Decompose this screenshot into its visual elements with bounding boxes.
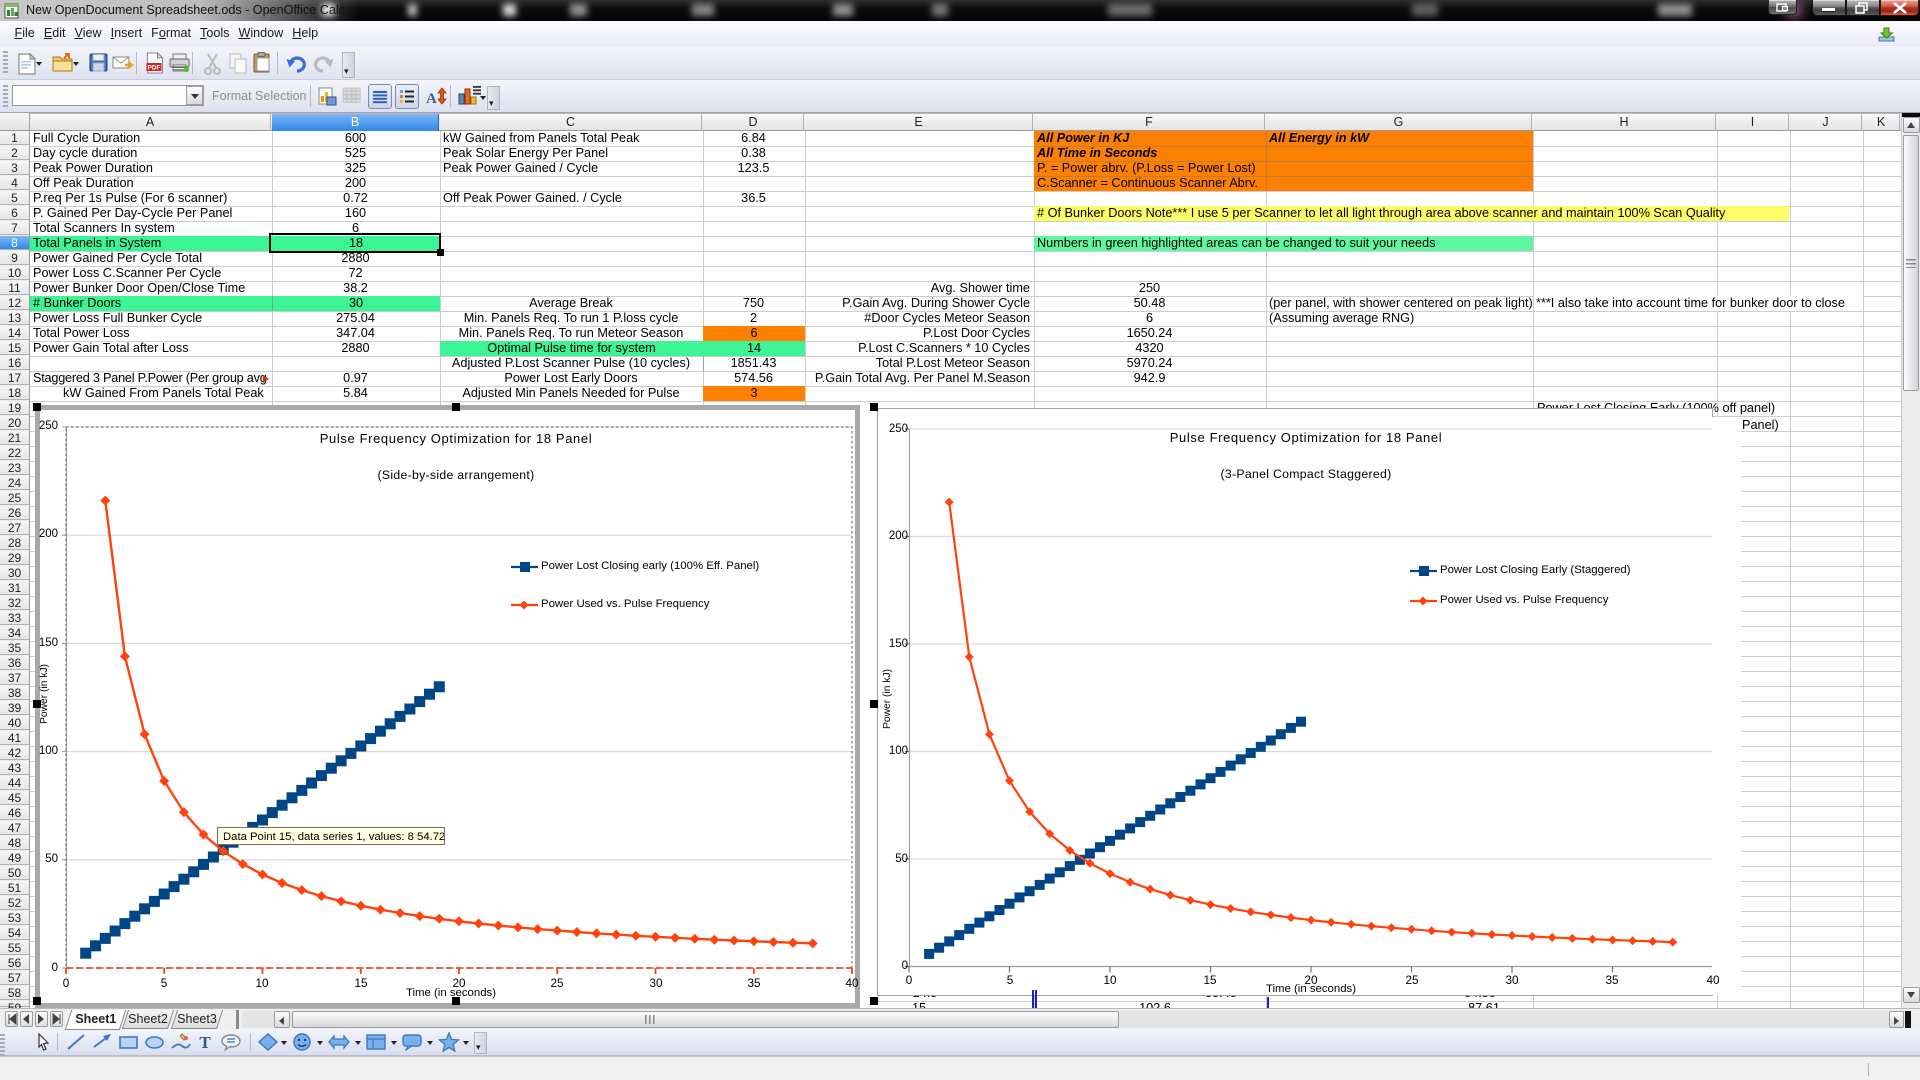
- svg-text:T: T: [199, 1033, 211, 1052]
- svg-text:A: A: [426, 91, 437, 107]
- svg-text:PDF: PDF: [148, 64, 161, 71]
